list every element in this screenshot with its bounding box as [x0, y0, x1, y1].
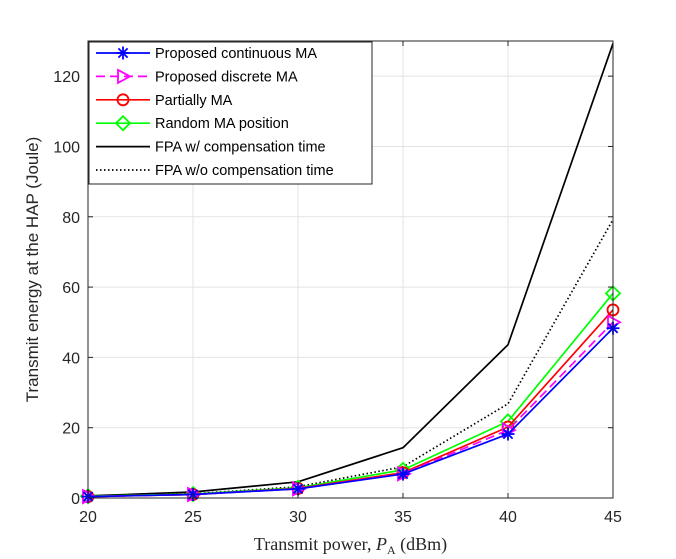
x-tick-label: 20: [79, 509, 97, 526]
data-point: [396, 467, 410, 481]
series-group: [79, 43, 622, 505]
x-axis-label: Transmit power, PA (dBm): [254, 534, 447, 557]
y-tick-label: 100: [53, 139, 80, 156]
legend-label: FPA w/ compensation time: [155, 140, 326, 156]
x-tick-label: 35: [394, 509, 412, 526]
data-point: [501, 427, 515, 441]
series-line: [87, 327, 614, 498]
plot-frame: [87, 40, 614, 499]
y-tick-label: 80: [62, 210, 80, 227]
y-tick-label: 20: [62, 421, 80, 438]
y-tick-label: 60: [62, 280, 80, 297]
legend-marker: [116, 46, 130, 60]
y-axis-label: Transmit energy at the HAP (Joule): [23, 137, 42, 403]
data-point: [607, 314, 622, 331]
legend-marker: [116, 93, 130, 107]
x-tick-label: 25: [184, 509, 202, 526]
legend-label: Random MA position: [155, 116, 289, 132]
x-tick-label: 30: [289, 509, 307, 526]
legend-marker: [114, 114, 132, 132]
legend: Proposed continuous MA Proposed discrete …: [88, 41, 373, 185]
legend-entry: Proposed continuous MA: [96, 46, 317, 62]
legend-label: Proposed continuous MA: [155, 46, 317, 62]
legend-box: [88, 41, 373, 185]
legend-entry: Partially MA: [96, 93, 233, 109]
legend-entry: Random MA position: [96, 114, 289, 132]
series-line: [87, 43, 614, 497]
y-tick-label: 120: [53, 69, 80, 86]
legend-entry: FPA w/ compensation time: [96, 140, 326, 156]
legend-label: FPA w/o compensation time: [155, 163, 334, 179]
series-5: [87, 43, 614, 497]
legend-marker: [117, 68, 132, 85]
legend-label: Proposed discrete MA: [155, 69, 298, 85]
x-tick-label: 40: [499, 509, 517, 526]
legend-entry: FPA w/o compensation time: [96, 163, 334, 179]
y-tick-label: 0: [71, 491, 80, 508]
legend-label: Partially MA: [155, 93, 233, 109]
y-tick-label: 40: [62, 350, 80, 367]
legend-entry: Proposed discrete MA: [96, 68, 298, 85]
x-tick-label: 45: [604, 509, 622, 526]
